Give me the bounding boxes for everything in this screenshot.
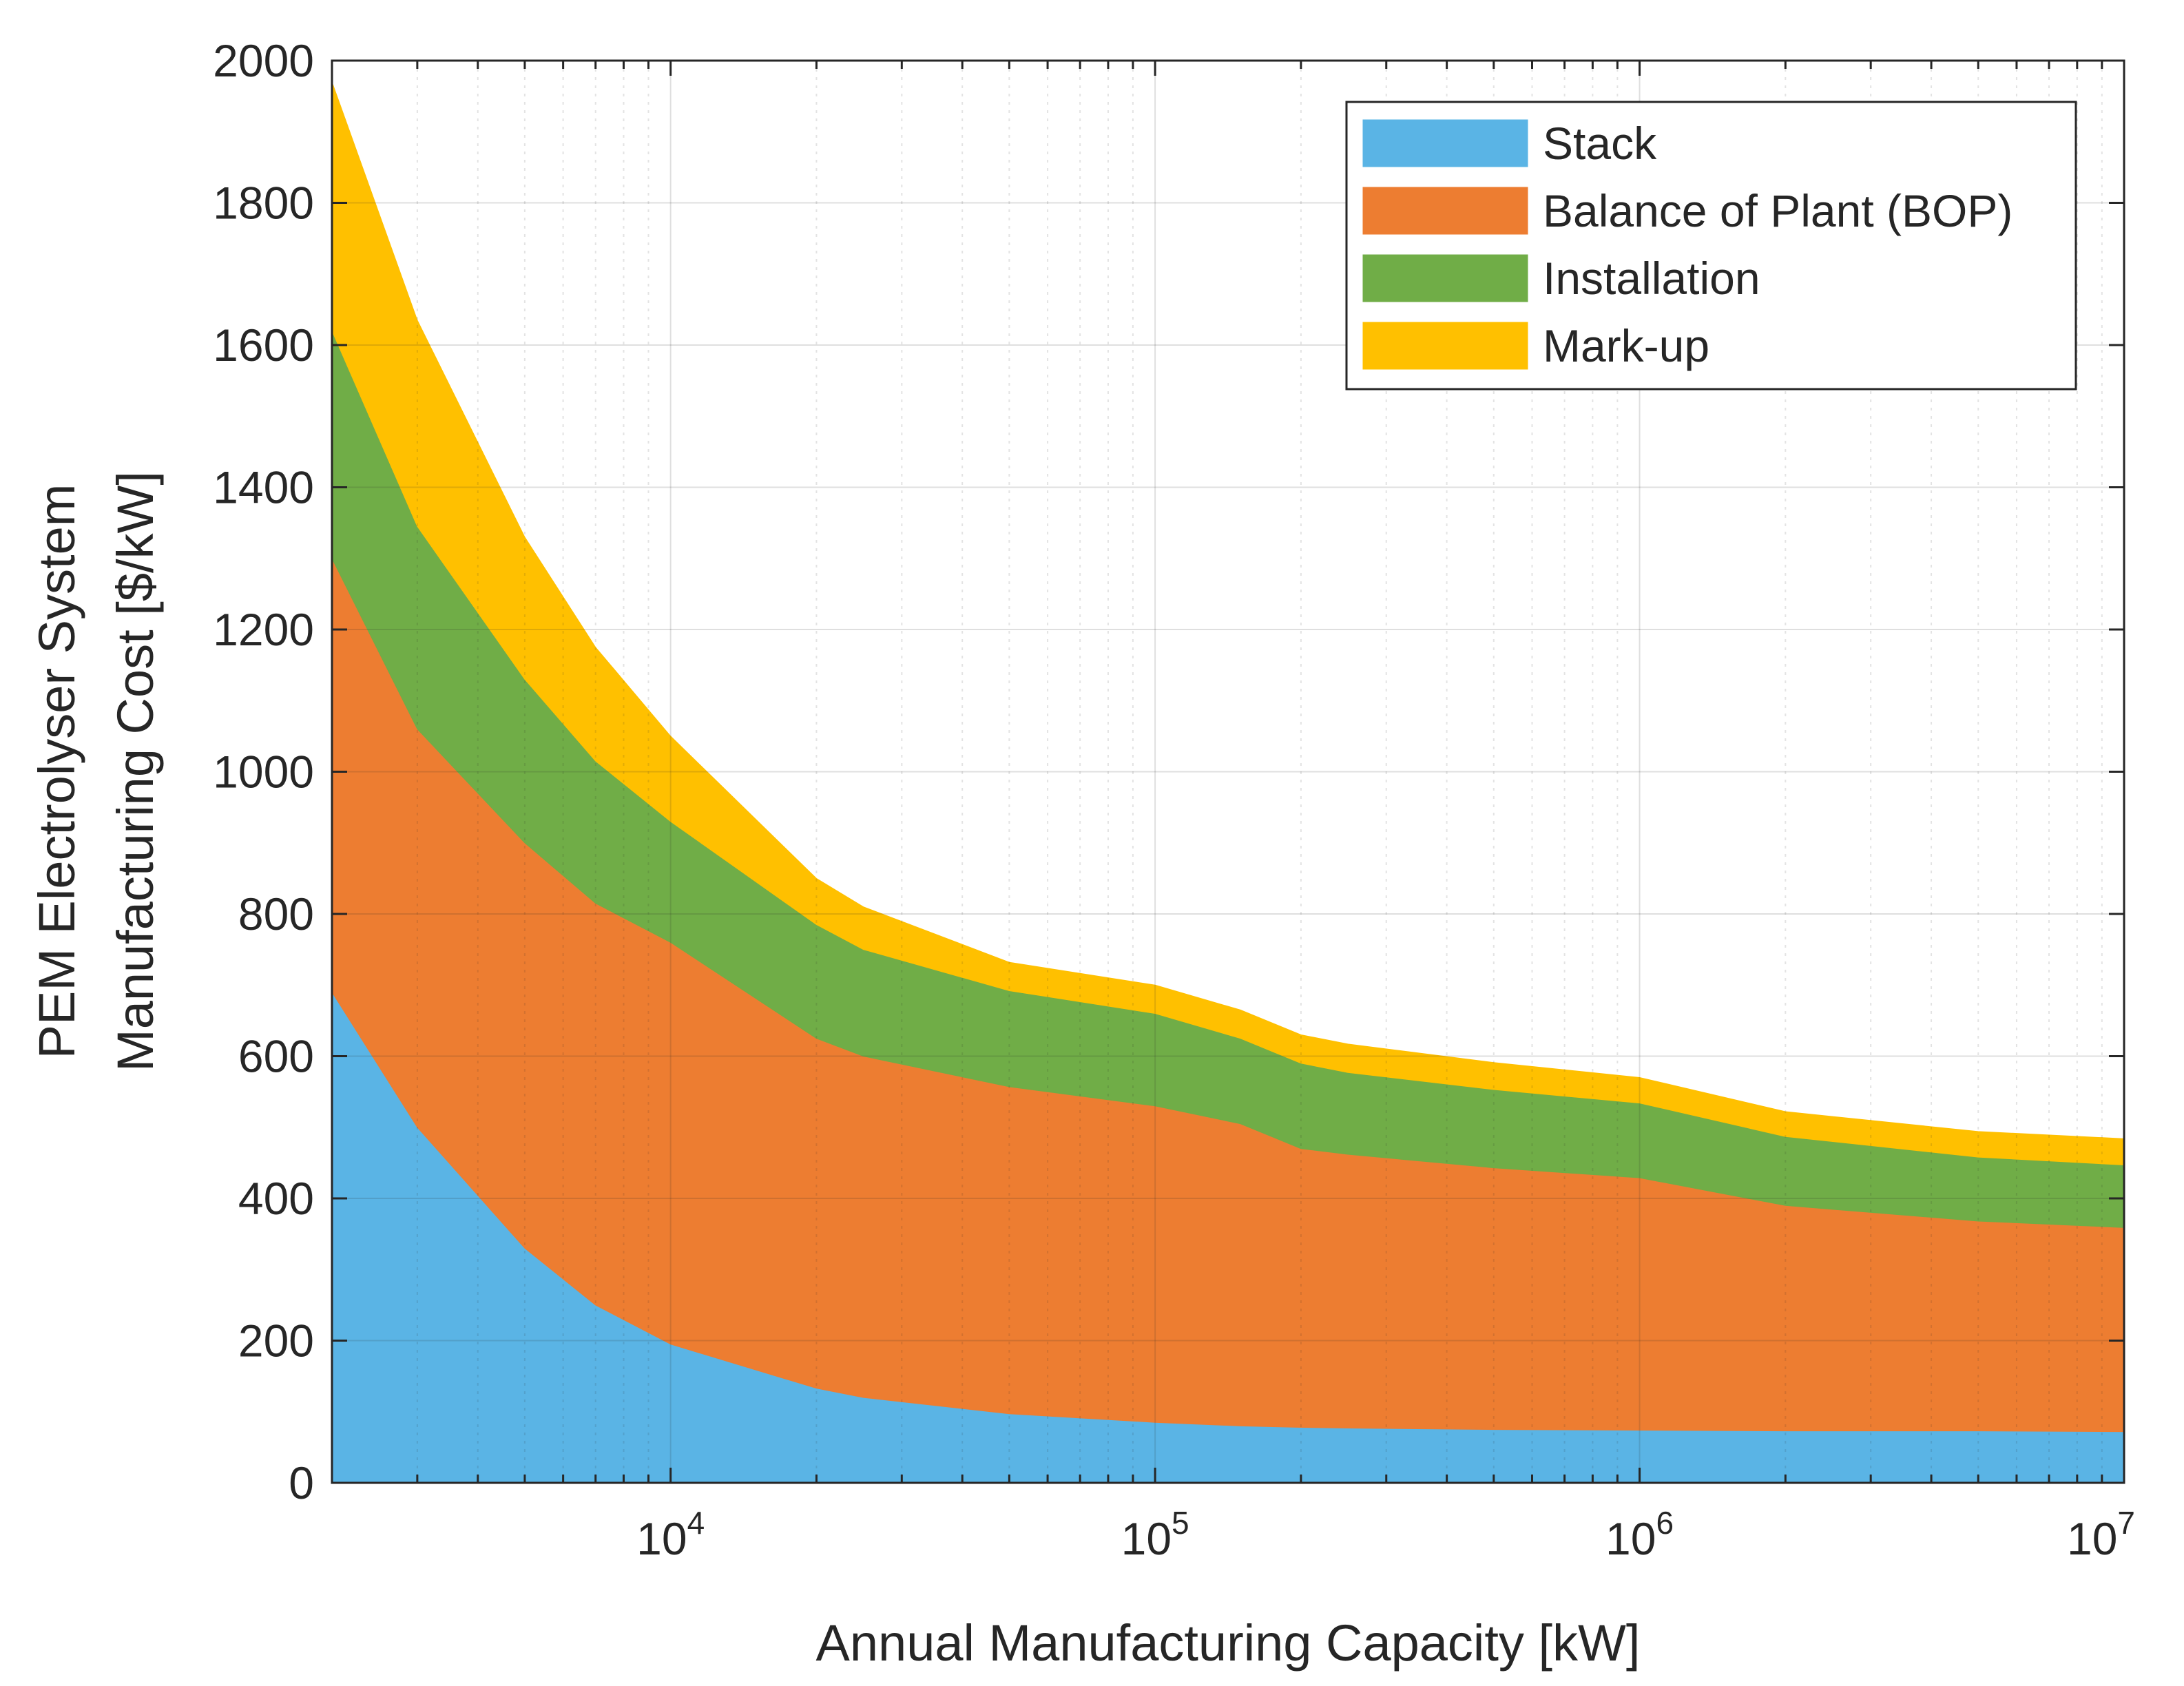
y-tick-label: 200 <box>238 1315 314 1366</box>
ticks-layer <box>331 59 2125 1484</box>
grid-layer <box>332 61 2124 1483</box>
y-tick-label: 1200 <box>213 604 314 655</box>
x-tick-label: 105 <box>1121 1505 1189 1564</box>
y-tick-label: 1600 <box>213 320 314 371</box>
legend-label-installation: Installation <box>1543 253 1760 304</box>
legend-label-stack: Stack <box>1543 118 1657 169</box>
y-tick-label: 0 <box>289 1457 314 1508</box>
y-tick-label: 400 <box>238 1173 314 1224</box>
labels-layer: 0 200 400 600 800 1000 1200 1400 1600 1800 2000 104… <box>213 35 2135 1564</box>
y-tick-label: 600 <box>238 1031 314 1082</box>
x-tick-label: 104 <box>636 1505 705 1564</box>
legend: Stack Balance of Plant (BOP) Installation M… <box>1345 101 2077 391</box>
y-tick-label: 1400 <box>213 462 314 513</box>
legend-label-mark-up: Mark-up <box>1543 320 1709 371</box>
y-axis-label-line-2: Manufacturing Cost [$/kW] <box>107 471 164 1072</box>
y-tick-label: 800 <box>238 888 314 939</box>
legend-swatch-mark-up <box>1362 322 1528 370</box>
y-axis-label-line-1: PEM Electrolyser System <box>28 484 85 1059</box>
legend-label-balance-of-plant-bop: Balance of Plant (BOP) <box>1543 185 2013 236</box>
x-tick-label: 107 <box>2067 1505 2135 1564</box>
legend-swatch-installation <box>1362 254 1528 302</box>
legend-swatch-stack <box>1362 119 1528 167</box>
y-tick-label: 1000 <box>213 747 314 798</box>
x-axis-label: Annual Manufacturing Capacity [kW] <box>816 1614 1641 1672</box>
y-tick-label: 1800 <box>213 178 314 229</box>
y-tick-label: 2000 <box>213 35 314 86</box>
x-tick-label: 106 <box>1605 1505 1674 1564</box>
legend-swatch-balance-of-plant-bop <box>1362 187 1528 235</box>
